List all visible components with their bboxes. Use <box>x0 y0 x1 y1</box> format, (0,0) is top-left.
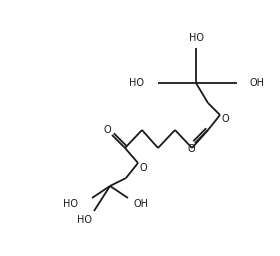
Text: OH: OH <box>133 199 148 209</box>
Text: HO: HO <box>63 199 78 209</box>
Text: O: O <box>103 125 111 135</box>
Text: OH: OH <box>249 78 264 88</box>
Text: O: O <box>140 163 148 173</box>
Text: O: O <box>222 114 230 124</box>
Text: O: O <box>187 144 195 154</box>
Text: HO: HO <box>78 215 92 225</box>
Text: HO: HO <box>129 78 144 88</box>
Text: HO: HO <box>188 33 204 43</box>
